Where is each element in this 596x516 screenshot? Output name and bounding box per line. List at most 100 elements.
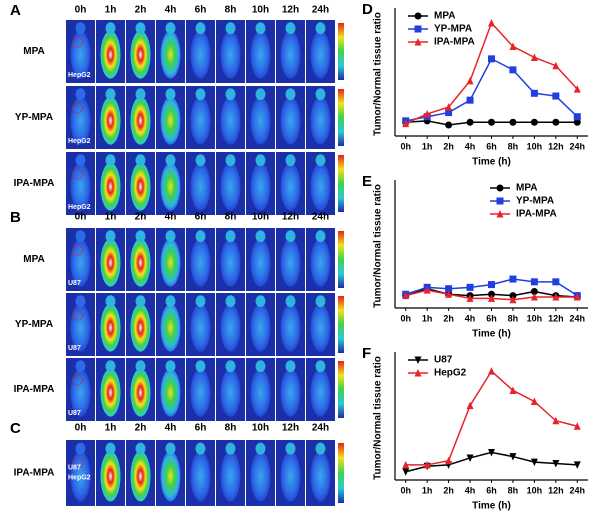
x-tick-label: 2h <box>443 141 454 151</box>
x-tick-label: 12h <box>548 141 564 151</box>
x-tick-label: 4h <box>465 485 476 495</box>
legend-marker <box>414 38 422 46</box>
marker <box>402 119 410 128</box>
tumor-circle <box>72 168 83 180</box>
mouse-body <box>100 238 121 287</box>
mouse-head <box>255 442 266 455</box>
time-label: 1h <box>105 423 117 434</box>
mouse-body <box>250 303 271 352</box>
x-tick-label: 8h <box>508 141 519 151</box>
legend-marker <box>414 356 422 364</box>
x-tick-label: 8h <box>508 485 519 495</box>
mouse-head <box>255 230 266 243</box>
legend-marker <box>414 25 422 33</box>
time-label: 8h <box>225 423 237 434</box>
legend-label: MPA <box>516 183 537 194</box>
mouse-head <box>225 230 236 243</box>
cell-tag: HepG2 <box>68 475 91 482</box>
mouse-head <box>165 22 176 35</box>
row-label: IPA-MPA <box>14 384 55 395</box>
mouse-body <box>190 238 211 287</box>
tumor-circle <box>72 244 83 256</box>
mouse-body <box>190 303 211 352</box>
marker <box>552 416 560 425</box>
time-label: 8h <box>225 212 237 223</box>
marker <box>530 89 538 97</box>
mouse-body <box>250 96 271 145</box>
mouse-head <box>75 22 86 35</box>
mouse-body <box>250 30 271 79</box>
mouse-body <box>100 368 121 417</box>
time-label: 4h <box>165 5 177 16</box>
row-label: IPA-MPA <box>14 178 55 189</box>
mouse-head <box>135 88 146 101</box>
mouse-body <box>70 162 91 211</box>
marker <box>445 109 453 117</box>
mouse-head <box>135 22 146 35</box>
marker <box>423 286 431 294</box>
time-label: 1h <box>105 5 117 16</box>
marker <box>488 448 495 457</box>
mouse-head <box>225 22 236 35</box>
time-label: 10h <box>252 423 269 434</box>
colorbar <box>338 361 344 418</box>
marker <box>552 459 560 468</box>
time-label: 0h <box>75 5 87 16</box>
y-axis-label: Tumor/Normal tissue ratio <box>373 356 384 480</box>
marker <box>402 468 410 476</box>
mouse-body <box>280 238 301 287</box>
mouse-body <box>130 368 151 417</box>
mouse-head <box>225 360 236 373</box>
mouse-body <box>250 238 271 287</box>
marker <box>445 121 453 129</box>
panel-label: C <box>10 420 21 437</box>
marker <box>573 85 581 93</box>
time-label: 24h <box>312 423 329 434</box>
time-label: 12h <box>282 423 299 434</box>
mouse-body <box>190 162 211 211</box>
mouse-body <box>220 238 241 287</box>
mouse-body <box>310 238 331 287</box>
mouse-body <box>130 451 151 502</box>
cell-tag: U87 <box>68 465 81 472</box>
y-axis-label: Tumor/Normal tissue ratio <box>373 184 384 308</box>
marker <box>552 292 560 301</box>
marker <box>423 109 431 118</box>
mouse-head <box>165 230 176 243</box>
colorbar <box>338 23 344 80</box>
x-tick-label: 0h <box>400 141 411 151</box>
marker <box>530 287 538 295</box>
mouse-head <box>165 295 176 308</box>
mouse-body <box>70 30 91 79</box>
mouse-body <box>130 96 151 145</box>
y-axis-label: Tumor/Normal tissue ratio <box>373 12 384 136</box>
marker <box>488 118 495 126</box>
chart-label: D <box>362 1 373 18</box>
x-tick-label: 2h <box>443 485 454 495</box>
x-tick-label: 6h <box>486 313 497 323</box>
mouse-head <box>315 360 326 373</box>
mouse-body <box>70 96 91 145</box>
mouse-head <box>135 230 146 243</box>
marker <box>552 118 560 126</box>
cell-tag: HepG2 <box>68 138 91 145</box>
mouse-body <box>280 162 301 211</box>
mouse-body <box>310 303 331 352</box>
mouse-body <box>70 451 91 502</box>
mouse-body <box>280 96 301 145</box>
mouse-head <box>255 22 266 35</box>
marker <box>509 295 517 304</box>
mouse-head <box>105 442 116 455</box>
mouse-body <box>220 96 241 145</box>
mouse-body <box>100 162 121 211</box>
mouse-body <box>220 451 241 502</box>
mouse-head <box>285 295 296 308</box>
marker <box>466 294 474 302</box>
marker <box>488 290 495 298</box>
marker <box>423 460 431 469</box>
x-axis-label: Time (h) <box>472 157 511 168</box>
panel-label: B <box>10 209 21 226</box>
mouse-body <box>130 238 151 287</box>
mouse-head <box>195 154 206 167</box>
mouse-head <box>315 230 326 243</box>
